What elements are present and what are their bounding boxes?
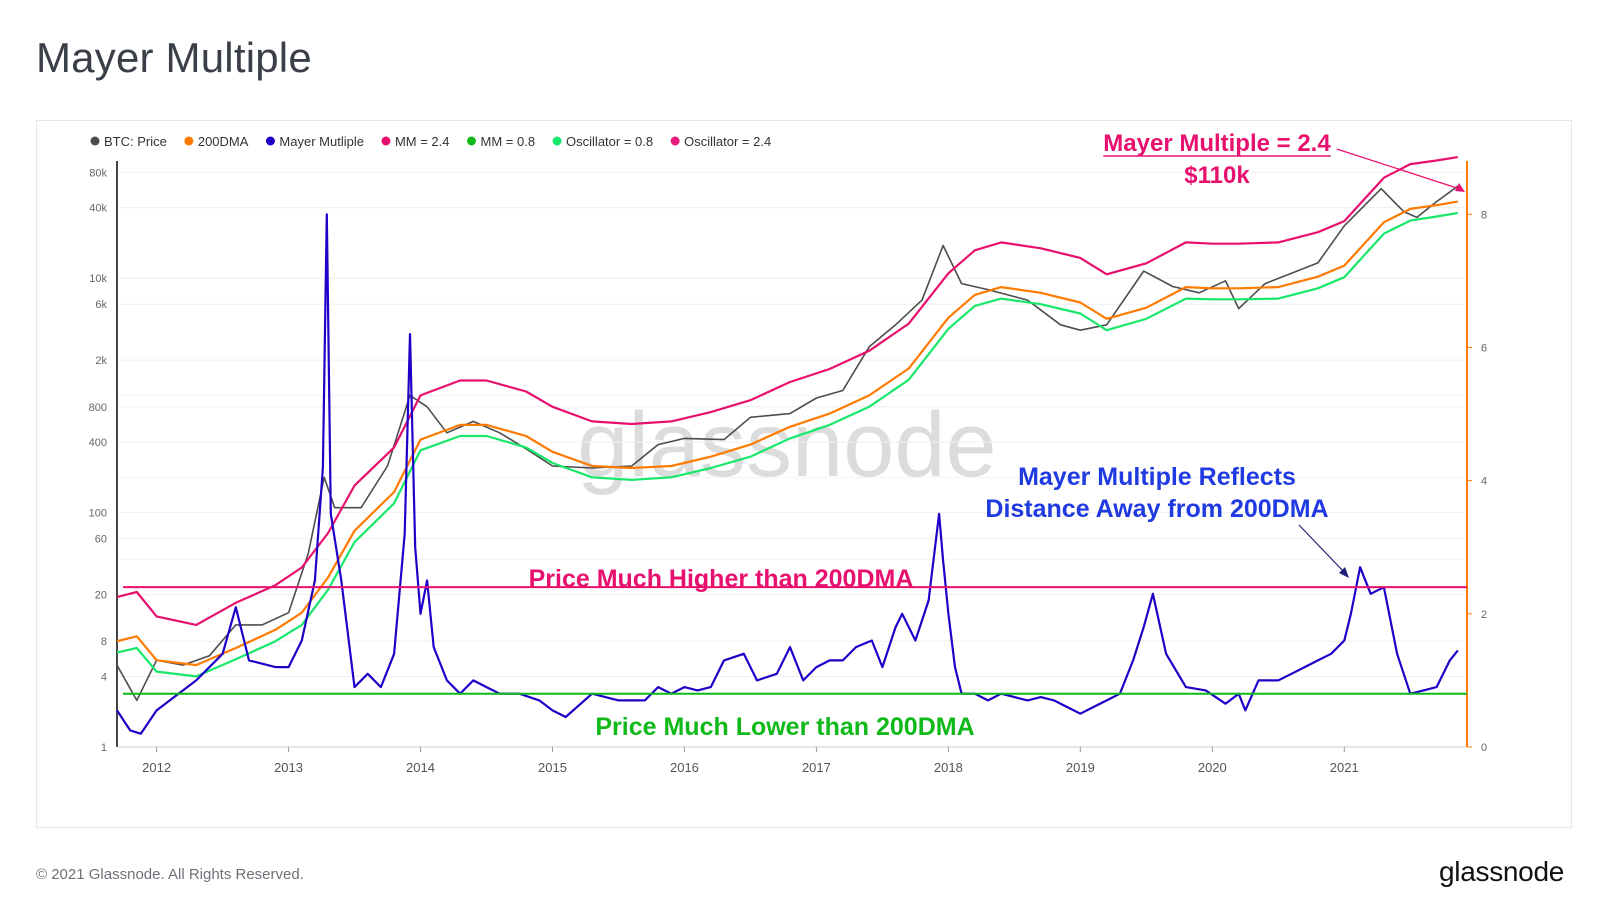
annotation-arrowhead	[1339, 567, 1349, 578]
x-tick-label: 2017	[802, 760, 831, 775]
legend-marker	[381, 136, 391, 146]
series-200dma	[116, 200, 1458, 667]
y-left-tick-label: 60	[95, 534, 107, 546]
x-tick-label: 2020	[1198, 760, 1227, 775]
legend-label: Oscillator = 2.4	[684, 134, 771, 149]
x-tick-label: 2019	[1066, 760, 1095, 775]
series-mm-2-4	[116, 156, 1458, 626]
legend-item: Mayer Mutliple	[265, 134, 364, 149]
x-tick-label: 2018	[934, 760, 963, 775]
y-left-tick-label: 4	[101, 671, 107, 683]
y-left-tick-label: 10k	[89, 273, 107, 285]
y-left-tick-label: 100	[89, 508, 107, 520]
mayer-multiple-chart: glassnode 80k 40k 10k 6k 2k 800 400 100 60 20 8 4 1 0…	[89, 130, 1487, 775]
legend-label: 200DMA	[198, 134, 249, 149]
series-mayer-mutliple	[116, 213, 1459, 735]
legend-label: BTC: Price	[104, 134, 167, 149]
legend-item: BTC: Price	[90, 134, 167, 149]
legend-marker	[552, 136, 562, 146]
x-tick-label: 2016	[670, 760, 699, 775]
page-title: Mayer Multiple	[36, 34, 312, 81]
annotation-arrowhead	[1455, 183, 1465, 192]
series-oscillator-0-8	[116, 211, 1458, 678]
chart-frame: glassnode 80k 40k 10k 6k 2k 800 400 100 60 20 8 4 1 0…	[36, 120, 1572, 828]
y-right-tick-label: 4	[1481, 476, 1487, 488]
y-right-tick-label: 6	[1481, 342, 1487, 354]
legend-marker	[265, 136, 275, 146]
annotation-price-target: $110k	[1184, 162, 1250, 189]
x-tick-label: 2015	[538, 760, 567, 775]
annotation-reflects-1: Mayer Multiple Reflects	[1018, 463, 1296, 491]
legend-label: Mayer Mutliple	[279, 134, 364, 149]
y-left-tick-label: 6k	[95, 299, 107, 311]
legend-label: MM = 0.8	[481, 134, 536, 149]
x-tick-label: 2014	[406, 760, 435, 775]
legend-label: Oscillator = 0.8	[566, 134, 653, 149]
legend-label: MM = 2.4	[395, 134, 450, 149]
y-left-tick-label: 8	[101, 636, 107, 648]
y-left-tick-label: 80k	[89, 167, 107, 179]
legend-item: Oscillator = 0.8	[552, 134, 653, 149]
y-left-tick-label: 800	[89, 402, 107, 414]
copyright-text: © 2021 Glassnode. All Rights Reserved.	[36, 866, 304, 883]
x-tick-label: 2013	[274, 760, 303, 775]
legend-item: 200DMA	[184, 134, 249, 149]
y-left-tick-label: 1	[101, 742, 107, 754]
glassnode-logo: glassnode	[1439, 856, 1564, 887]
watermark: glassnode	[577, 394, 996, 496]
y-left-tick-label: 40k	[89, 203, 107, 215]
legend-item: Oscillator = 2.4	[670, 134, 771, 149]
x-tick-label: 2012	[142, 760, 171, 775]
annotation-arrow	[1298, 524, 1346, 574]
y-right-tick-label: 8	[1481, 209, 1487, 221]
legend-marker	[670, 136, 680, 146]
series-btc-price	[116, 185, 1459, 702]
x-tick-label: 2021	[1330, 760, 1359, 775]
y-left-tick-label: 400	[89, 437, 107, 449]
legend-marker	[467, 136, 476, 146]
y-left-tick-label: 20	[95, 590, 107, 602]
legend-marker	[90, 136, 100, 146]
legend-marker	[184, 136, 194, 146]
annotation-arrow	[1336, 148, 1461, 190]
legend-item: MM = 2.4	[381, 134, 450, 149]
y-right-tick-label: 2	[1481, 609, 1487, 621]
annotation-mm-24: Mayer Multiple = 2.4	[1103, 130, 1331, 157]
y-right-tick-label: 0	[1481, 742, 1487, 754]
annotation-higher: Price Much Higher than 200DMA	[529, 565, 914, 593]
annotation-reflects-2: Distance Away from 200DMA	[985, 495, 1328, 523]
legend-item: MM = 0.8	[467, 134, 535, 149]
y-left-tick-label: 2k	[95, 355, 107, 367]
annotation-lower: Price Much Lower than 200DMA	[595, 713, 974, 741]
